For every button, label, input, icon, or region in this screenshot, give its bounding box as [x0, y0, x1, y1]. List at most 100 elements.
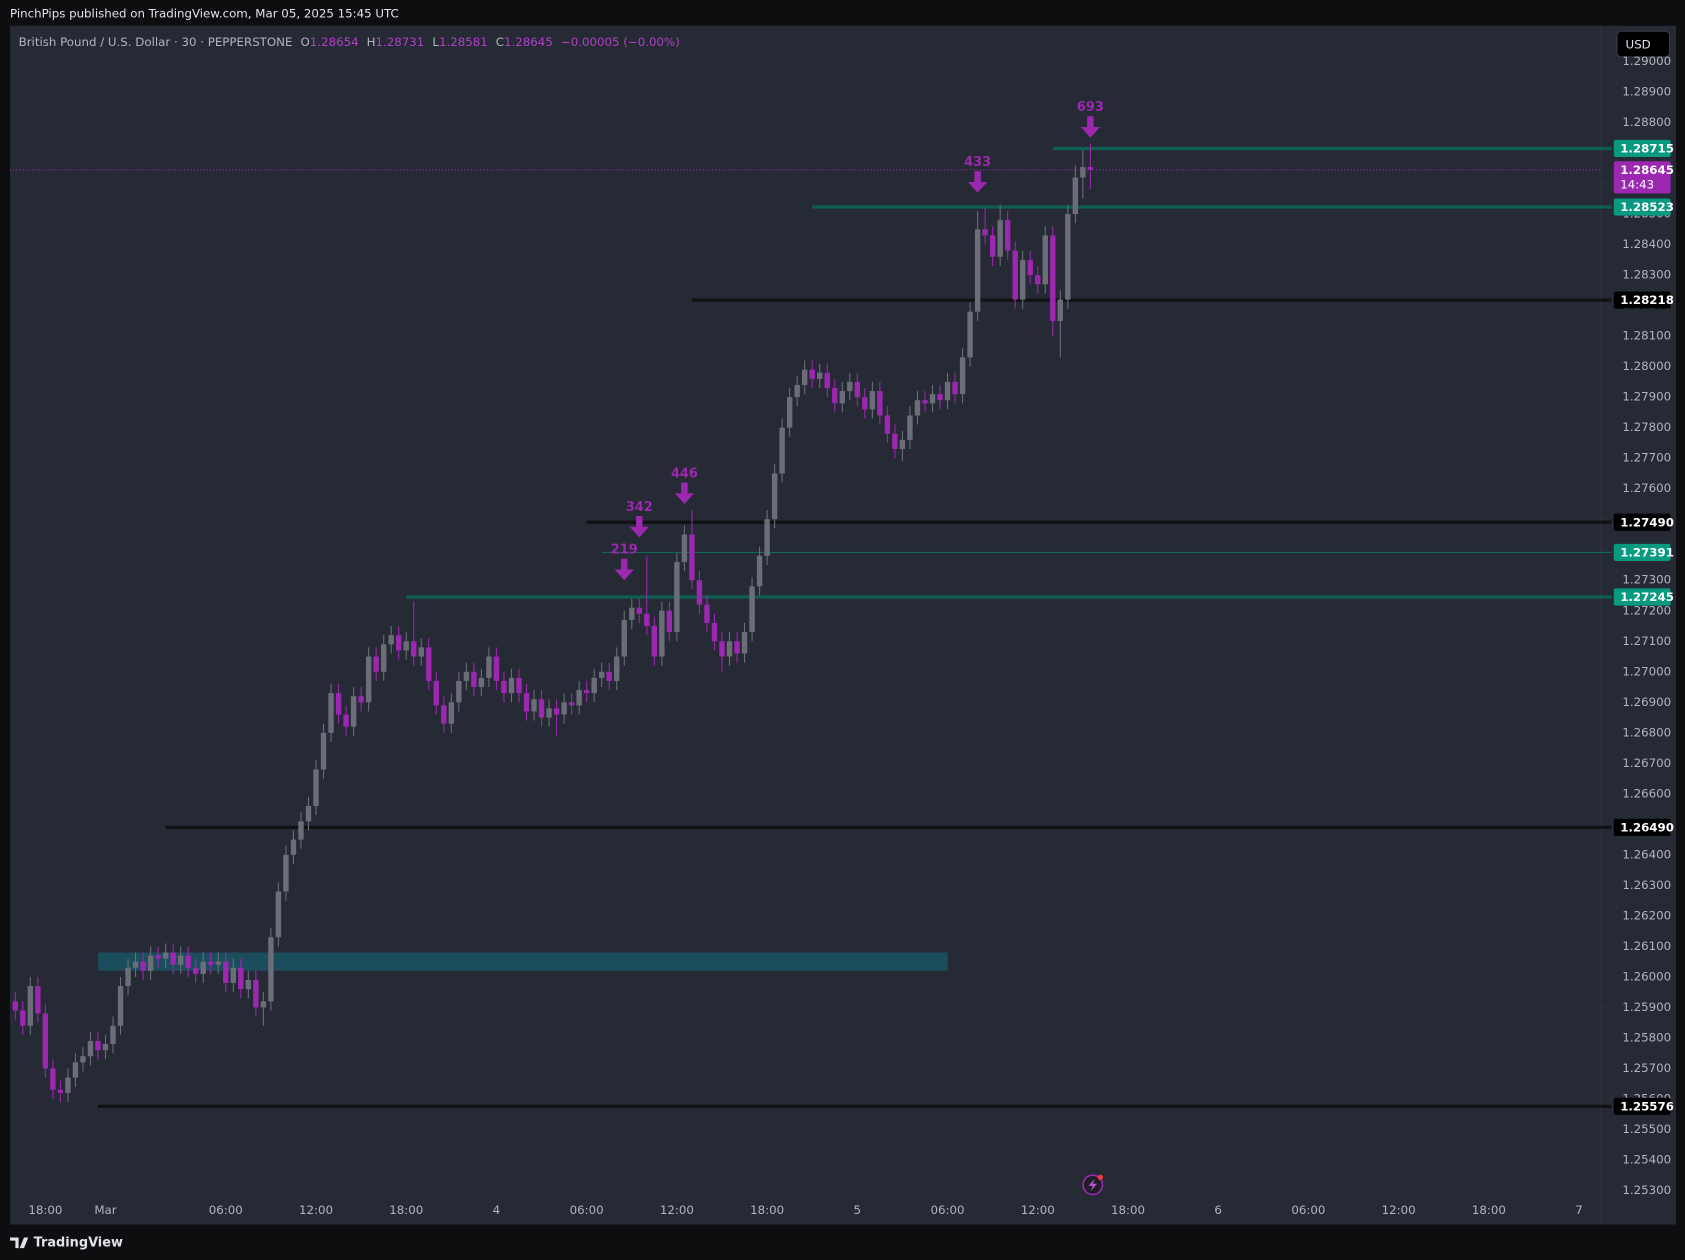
- currency-label[interactable]: USD: [1626, 38, 1651, 52]
- ohlc-value: 1.28654: [310, 34, 359, 48]
- x-tick-label: 12:00: [1382, 1203, 1416, 1217]
- candle-body: [531, 699, 537, 712]
- candle-body: [862, 397, 868, 410]
- x-tick-label: 18:00: [1111, 1203, 1145, 1217]
- candle-body: [208, 961, 214, 965]
- level-label: 1.27391: [1620, 546, 1674, 560]
- x-tick-label: 5: [854, 1203, 862, 1217]
- candle-body: [328, 693, 334, 733]
- candle-body: [1057, 299, 1064, 321]
- candle-body: [260, 1001, 267, 1008]
- candle-body: [57, 1089, 64, 1093]
- candle-body: [426, 647, 432, 681]
- candle-body: [155, 955, 161, 959]
- level-label: 1.27490: [1620, 515, 1674, 529]
- candle-body: [456, 680, 462, 703]
- candle-body: [561, 702, 567, 715]
- ohlc-label: L: [432, 34, 439, 48]
- y-tick-label: 1.28900: [1622, 85, 1671, 99]
- candle-body: [967, 311, 973, 358]
- zone: [97, 952, 948, 971]
- candle-body: [72, 1062, 79, 1078]
- candle-body: [162, 952, 169, 959]
- candle-body: [711, 622, 718, 642]
- candle-body: [170, 952, 176, 965]
- alert-dot[interactable]: [1097, 1174, 1103, 1180]
- brand-logo: [10, 1237, 29, 1249]
- y-tick-label: 1.26700: [1622, 756, 1671, 770]
- candle-body: [253, 979, 259, 1008]
- level-label: 1.26490: [1620, 820, 1674, 834]
- candle-body: [298, 821, 304, 840]
- candle-body: [832, 387, 838, 404]
- candle-body: [568, 702, 575, 706]
- alert-icon[interactable]: [1082, 1174, 1104, 1196]
- x-tick-label: 12:00: [660, 1203, 694, 1217]
- candle-body: [230, 967, 237, 984]
- candle-body: [365, 656, 372, 703]
- signal-arrow: [629, 516, 649, 538]
- candle-body: [87, 1041, 94, 1057]
- x-tick-label: 06:00: [1291, 1203, 1325, 1217]
- candle-body: [538, 699, 545, 718]
- candle-body: [411, 641, 417, 657]
- candle-body: [343, 714, 349, 727]
- signal-label: 693: [1077, 100, 1104, 115]
- candle-body: [110, 1025, 116, 1045]
- candle-body: [907, 415, 913, 440]
- level-label: 1.28715: [1620, 141, 1674, 155]
- candle-body: [508, 677, 515, 694]
- candle-body: [1080, 167, 1086, 178]
- candle-body: [681, 534, 688, 562]
- x-tick-label: 4: [493, 1203, 501, 1217]
- candle-body: [583, 690, 590, 694]
- candle-body: [215, 961, 221, 965]
- current-price-box: [1613, 161, 1671, 194]
- y-tick-label: 1.28400: [1622, 237, 1671, 251]
- candle-body: [320, 732, 327, 770]
- ohlc-label: O: [301, 34, 310, 48]
- candle-body: [373, 656, 379, 672]
- currency-button[interactable]: [1616, 30, 1671, 58]
- x-tick-label: 18:00: [750, 1203, 784, 1217]
- y-tick-label: 1.25700: [1622, 1061, 1671, 1075]
- signal-arrow: [614, 558, 634, 581]
- level-label-box: [1613, 198, 1671, 216]
- x-tick-label: 06:00: [209, 1203, 243, 1217]
- candle-body: [606, 671, 612, 681]
- candle-body: [223, 961, 229, 984]
- signal-arrow: [967, 171, 988, 193]
- candle-body: [433, 680, 440, 706]
- alert-bolt[interactable]: [1088, 1178, 1098, 1192]
- y-tick-label: 1.27200: [1622, 603, 1671, 617]
- y-tick-label: 1.26200: [1622, 908, 1671, 922]
- y-tick-label: 1.28300: [1622, 268, 1671, 282]
- candle-body: [140, 961, 146, 971]
- candle-body: [50, 1068, 56, 1090]
- x-tick-label: Mar: [94, 1203, 116, 1217]
- candle-body: [801, 369, 808, 385]
- candle-body: [125, 967, 131, 987]
- signal-label: 342: [626, 500, 653, 515]
- y-tick-label: 1.27900: [1622, 390, 1671, 404]
- candle-body: [418, 647, 424, 657]
- candle-body: [847, 381, 853, 392]
- x-tick-label: 06:00: [570, 1203, 604, 1217]
- level-label-box: [1613, 139, 1671, 158]
- y-tick-label: 1.28000: [1622, 359, 1671, 373]
- level-label: 1.27245: [1620, 590, 1674, 604]
- candle-body: [892, 433, 898, 450]
- y-tick-label: 1.26400: [1622, 847, 1671, 861]
- candle-body: [786, 397, 793, 428]
- candle-body: [441, 705, 447, 724]
- chart-panel: [10, 25, 1677, 1225]
- candle-body: [553, 708, 560, 715]
- candle-body: [501, 680, 507, 694]
- candle-body: [1042, 235, 1048, 285]
- level-label: 1.25576: [1620, 1099, 1674, 1113]
- candle-body: [95, 1041, 101, 1051]
- candle-body: [1072, 177, 1079, 215]
- level-label-box: [1613, 818, 1671, 836]
- y-tick-label: 1.26100: [1622, 939, 1671, 953]
